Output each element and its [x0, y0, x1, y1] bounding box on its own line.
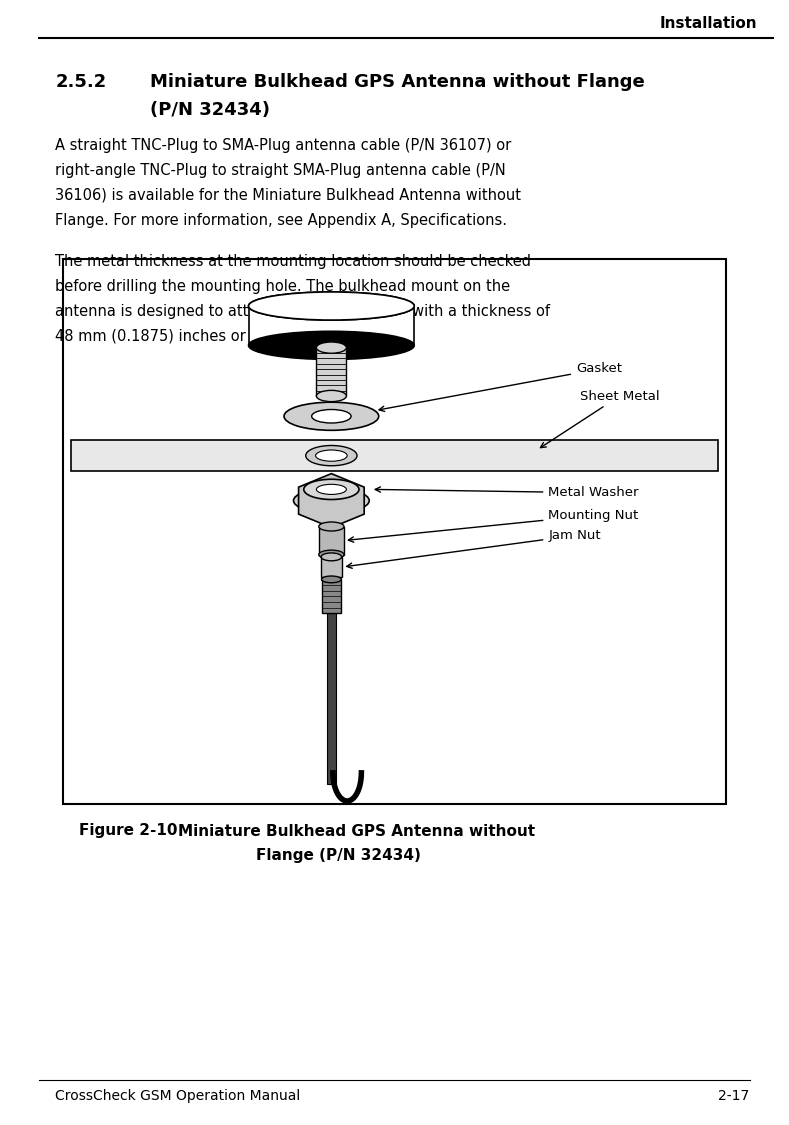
- Text: antenna is designed to attach to metal surfaces with a thickness of: antenna is designed to attach to metal s…: [55, 304, 550, 318]
- Text: CrossCheck GSM Operation Manual: CrossCheck GSM Operation Manual: [55, 1089, 301, 1102]
- Text: Miniature Bulkhead GPS Antenna without: Miniature Bulkhead GPS Antenna without: [178, 824, 535, 838]
- Text: Flange. For more information, see Appendix A, Specifications.: Flange. For more information, see Append…: [55, 213, 507, 227]
- Ellipse shape: [304, 479, 359, 500]
- Bar: [249, 306, 414, 345]
- Ellipse shape: [316, 450, 347, 461]
- Bar: [319, 526, 344, 555]
- Ellipse shape: [312, 410, 351, 423]
- Ellipse shape: [319, 550, 344, 559]
- Text: Gasket: Gasket: [379, 362, 622, 412]
- Ellipse shape: [319, 522, 344, 531]
- Text: (P/N 32434): (P/N 32434): [150, 101, 270, 119]
- Ellipse shape: [316, 484, 346, 494]
- Text: 2-17: 2-17: [718, 1089, 750, 1102]
- Bar: [63, 259, 726, 804]
- Ellipse shape: [294, 488, 369, 513]
- Text: Flange (P/N 32434): Flange (P/N 32434): [256, 848, 421, 863]
- Text: The metal thickness at the mounting location should be checked: The metal thickness at the mounting loca…: [55, 254, 531, 269]
- Ellipse shape: [249, 331, 414, 360]
- Text: Figure 2-10: Figure 2-10: [79, 824, 178, 838]
- Text: Mounting Nut: Mounting Nut: [348, 508, 638, 542]
- Text: Metal Washer: Metal Washer: [375, 486, 639, 500]
- Text: Sheet Metal: Sheet Metal: [540, 389, 660, 448]
- Ellipse shape: [322, 576, 341, 583]
- Text: 36106) is available for the Miniature Bulkhead Antenna without: 36106) is available for the Miniature Bu…: [55, 188, 522, 202]
- Ellipse shape: [316, 342, 346, 353]
- Ellipse shape: [249, 291, 414, 319]
- Bar: [316, 348, 346, 396]
- Bar: [71, 440, 718, 471]
- Text: 48 mm (0.1875) inches or less.: 48 mm (0.1875) inches or less.: [55, 328, 284, 343]
- Ellipse shape: [321, 552, 342, 560]
- Text: before drilling the mounting hole. The bulkhead mount on the: before drilling the mounting hole. The b…: [55, 279, 510, 294]
- Bar: [327, 613, 336, 784]
- Text: Jam Nut: Jam Nut: [346, 529, 601, 568]
- Text: Installation: Installation: [660, 17, 757, 32]
- Text: A straight TNC-Plug to SMA-Plug antenna cable (P/N 36107) or: A straight TNC-Plug to SMA-Plug antenna …: [55, 138, 511, 153]
- Ellipse shape: [316, 390, 346, 402]
- Ellipse shape: [249, 291, 414, 319]
- Polygon shape: [298, 474, 365, 528]
- Ellipse shape: [306, 446, 357, 466]
- Bar: [321, 557, 342, 577]
- Bar: [322, 579, 341, 613]
- Text: right-angle TNC-Plug to straight SMA-Plug antenna cable (P/N: right-angle TNC-Plug to straight SMA-Plu…: [55, 163, 506, 178]
- Ellipse shape: [284, 402, 379, 430]
- Text: 2.5.2: 2.5.2: [55, 73, 107, 91]
- Text: Miniature Bulkhead GPS Antenna without Flange: Miniature Bulkhead GPS Antenna without F…: [150, 73, 645, 91]
